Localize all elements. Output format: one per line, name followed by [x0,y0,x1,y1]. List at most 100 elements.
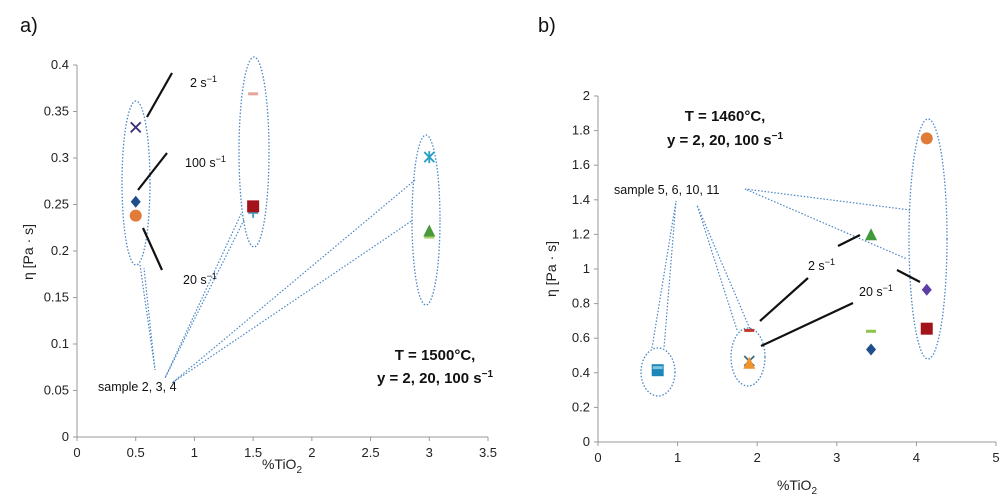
panel-b-y-tick-label: 0.4 [572,365,590,380]
panel-a: a) 0 0.05 0.1 0.15 0.2 0.25 0.3 0.35 0.4 0 0.5 1 1.… [20,15,497,476]
panel-b-condition-line1: T = 1460°C, [685,108,766,125]
panel-b-x-tick-label: 3 [833,450,840,465]
panel-b-condition-line2: y = 2, 20, 100 s−1 [667,131,784,149]
panel-b-points [651,132,933,377]
panel-b-y-tick-label: 1.2 [572,226,590,241]
panel-a-ellipse-3 [411,134,441,306]
panel-b-x-label: %TiO2 [777,477,817,496]
panel-b-y-tick-label: 1 [583,261,590,276]
panel-b-x-label-sub: 2 [811,486,817,496]
panel-b-rate-2: 2 s−1 [808,257,835,273]
panel-a-y-tick-label: 0.2 [51,243,69,258]
panel-a-rate-2-text: 2 s [190,76,207,90]
panel-b-y-tick-label: 0 [583,434,590,449]
panel-b-x-ticks: 0 1 2 3 4 5 [594,442,1000,465]
panel-a-callout-2 [164,211,245,379]
panel-a-y-label: η [Pa · s] [20,224,36,280]
panel-a-ellipse-1 [121,100,151,266]
panel-a-condition-line2: y = 2, 20, 100 s−1 [377,369,494,387]
panel-b-rate-20-text: 20 s [859,285,883,299]
panel-b-samples-label: sample 5, 6, 10, 11 [614,183,719,197]
panel-a-x-tick-label: 1.5 [244,445,262,460]
panel-a-x-tick-label: 2 [308,445,315,460]
panel-a-point-triangle [423,224,436,237]
panel-b-x-tick-label: 5 [992,450,999,465]
panel-b-callout-1 [651,200,677,349]
panel-b-point-triangle [743,356,756,369]
panel-b-point-dash [744,328,755,332]
panel-a-y-tick-label: 0.4 [51,57,69,72]
panel-b-rate-2-text: 2 s [808,259,825,273]
panel-a-point-diamond [130,195,141,208]
panel-a-rate-100-sup: −1 [216,154,226,164]
panel-b-point-square [920,322,933,335]
panel-b-x-tick-label: 4 [913,450,920,465]
panel-a-point-circle [129,209,142,222]
panel-b-y-tick-label: 0.6 [572,330,590,345]
panel-a-x-ticks: 0 0.5 1 1.5 2 2.5 3 3.5 [73,437,497,460]
panel-b-ellipse-2 [730,327,766,387]
panel-a-x-tick-label: 0.5 [127,445,145,460]
panel-a-callout-3 [171,179,416,384]
panel-b-rate-20-sup: −1 [883,283,893,293]
panel-a-x-tick-label: 3 [426,445,433,460]
panel-b-y-tick-label: 1.8 [572,123,590,138]
panel-a-point-square [247,200,260,213]
panel-a-y-ticks: 0 0.05 0.1 0.15 0.2 0.25 0.3 0.35 0.4 [44,57,77,444]
panel-b-point-diamond [866,343,877,356]
panel-a-points [129,92,436,239]
panel-a-y-tick-label: 0.1 [51,336,69,351]
panel-a-y-tick-label: 0 [62,429,69,444]
panel-b: b) 0 0.2 0.4 0.6 0.8 1 1.2 1.4 1.6 1.8 2 0 1 2 3 4 5 η … [538,15,1000,496]
panel-a-label: a) [20,15,38,37]
panel-b-y-tick-label: 1.4 [572,192,590,207]
panel-b-x-label-main: %TiO [777,477,812,493]
panel-b-ellipse-3 [908,118,948,360]
panel-b-condition-line2-sup: −1 [772,131,784,142]
panel-a-ellipse-2 [238,56,270,248]
panel-a-rate-2-sup: −1 [207,74,217,84]
panel-a-y-tick-label: 0.15 [44,290,69,305]
panel-a-rate-100-text: 100 s [185,156,216,170]
panel-a-point-star [423,151,435,164]
panel-a-samples-label: sample 2, 3, 4 [98,380,177,394]
panel-a-x-tick-label: 0 [73,445,80,460]
panel-a-condition-line1: T = 1500°C, [395,347,476,364]
panel-a-rate-20: 20 s−1 [183,271,217,287]
panel-b-point-diamond [921,283,932,296]
panel-b-callout-3 [744,188,911,260]
panel-b-condition-line2-text: y = 2, 20, 100 s [667,132,772,149]
panel-b-point-triangle [865,228,878,241]
panel-a-y-tick-label: 0.05 [44,383,69,398]
panel-b-y-label: η [Pa · s] [543,241,559,297]
panel-b-y-tick-label: 2 [583,88,590,103]
panel-b-y-tick-label: 0.2 [572,399,590,414]
panel-a-x-tick-label: 3.5 [479,445,497,460]
panel-b-x-tick-label: 2 [754,450,761,465]
panel-b-ellipse-1 [640,347,676,397]
panel-b-leader-20s-b [760,302,854,347]
panel-b-y-tick-label: 1.6 [572,157,590,172]
panel-b-point-square [651,364,664,377]
panel-b-y-tick-label: 0.8 [572,296,590,311]
panel-a-leader-20s [141,227,164,271]
panel-b-y-ticks: 0 0.2 0.4 0.6 0.8 1 1.2 1.4 1.6 1.8 2 [572,88,598,449]
panel-a-point-dash [424,235,435,239]
panel-b-leader-20s-a [896,269,921,283]
panel-b-x-tick-label: 1 [674,450,681,465]
panel-a-condition-line2-sup: −1 [482,369,494,380]
panel-b-rate-2-sup: −1 [825,257,835,267]
panel-b-point-dash [866,329,877,333]
panel-a-leader-2s [146,72,173,118]
panel-b-rate-20: 20 s−1 [859,283,893,299]
panel-b-leader-2s-a [837,234,861,247]
panel-a-rate-100: 100 s−1 [185,154,226,170]
panel-a-callout-1 [139,264,156,371]
panel-b-callout-2 [696,204,751,331]
panel-a-point-dash [248,92,259,96]
panel-a-rate-20-sup: −1 [207,271,217,281]
panel-a-x-label: %TiO2 [262,456,302,476]
panel-a-rate-2: 2 s−1 [190,74,217,90]
panel-b-leader-2s-b [759,277,809,322]
